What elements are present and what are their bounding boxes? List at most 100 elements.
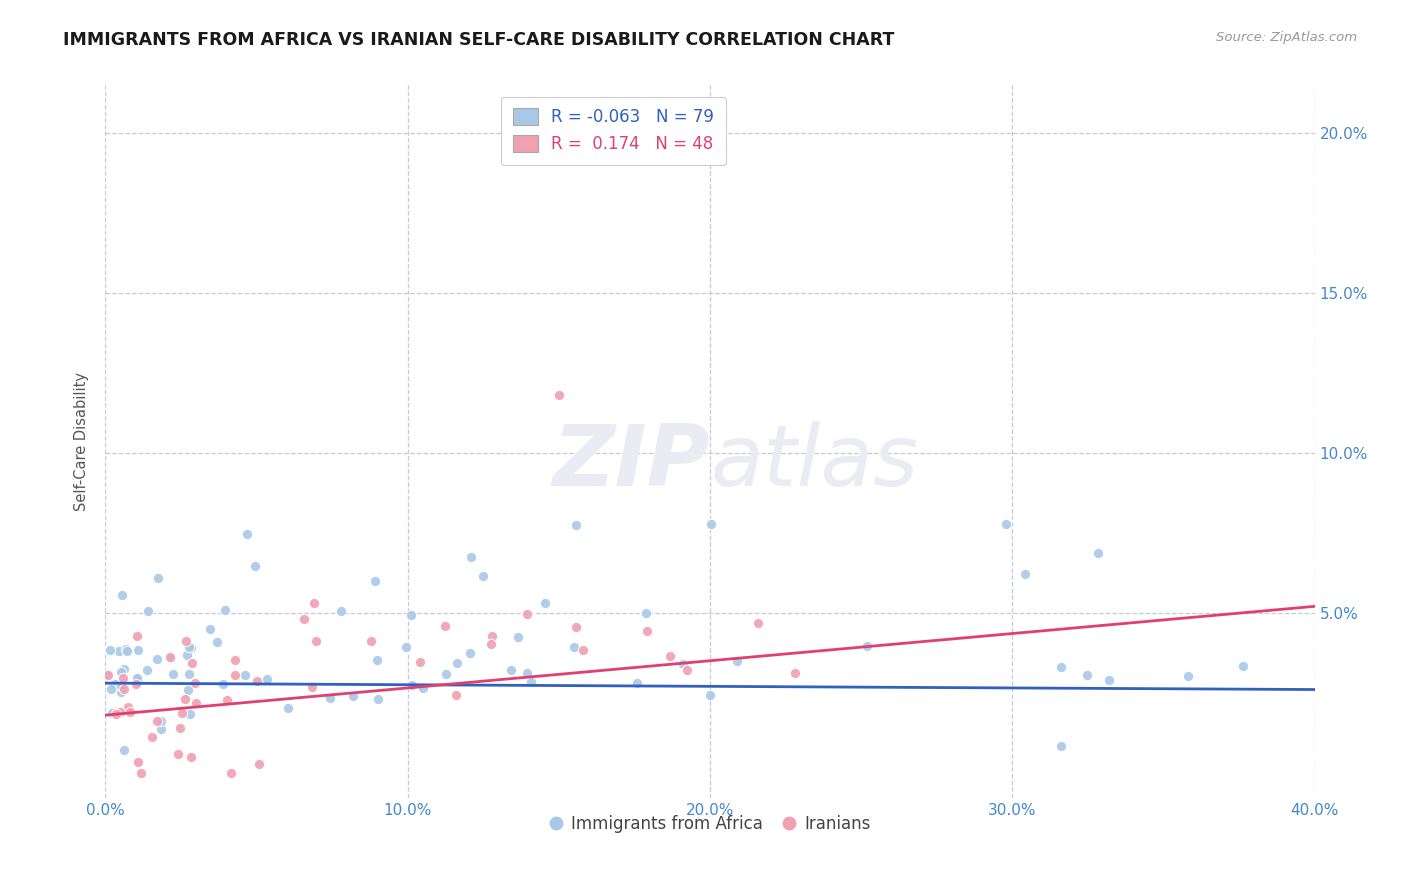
Point (401, 677, 423, 691)
Point (305, 634, 328, 648)
Point (114, 641, 136, 656)
Text: atlas: atlas (710, 421, 918, 505)
Point (183, 676, 205, 690)
Point (301, 680, 323, 694)
Point (637, 624, 659, 639)
Point (180, 640, 202, 655)
Point (141, 730, 163, 744)
Point (364, 574, 387, 588)
Point (564, 620, 586, 634)
Point (395, 640, 418, 655)
Point (110, 665, 132, 680)
Point (211, 677, 233, 691)
Point (110, 679, 132, 693)
Point (446, 656, 468, 670)
Point (176, 648, 198, 662)
Point (146, 571, 169, 585)
Point (221, 765, 243, 780)
Point (233, 668, 256, 682)
Point (676, 663, 699, 677)
Point (562, 640, 585, 654)
Point (198, 623, 221, 637)
Point (479, 637, 502, 651)
Point (117, 699, 139, 714)
Point (247, 757, 270, 772)
Point (534, 596, 557, 610)
Point (110, 685, 132, 699)
Point (342, 689, 364, 703)
Point (125, 671, 148, 685)
Point (1177, 669, 1199, 683)
Point (634, 606, 657, 620)
Point (783, 665, 806, 680)
Point (214, 603, 236, 617)
Point (572, 643, 595, 657)
Point (224, 668, 246, 682)
Point (224, 653, 246, 667)
Point (1076, 667, 1098, 681)
Point (112, 681, 135, 696)
Point (659, 648, 682, 663)
Point (186, 697, 208, 711)
Point (360, 633, 382, 648)
Point (100, 706, 122, 720)
Y-axis label: Self-Care Disability: Self-Care Disability (75, 372, 90, 511)
Point (399, 607, 422, 622)
Point (366, 653, 388, 667)
Point (100, 681, 122, 696)
Point (108, 644, 131, 658)
Point (434, 667, 457, 681)
Point (1087, 545, 1109, 559)
Point (319, 690, 342, 705)
Point (995, 516, 1018, 531)
Point (471, 568, 494, 582)
Point (180, 749, 202, 764)
Point (112, 743, 135, 757)
Point (149, 714, 172, 728)
Point (460, 550, 482, 565)
Point (145, 652, 167, 666)
Point (516, 607, 538, 621)
Point (125, 671, 148, 685)
Point (304, 596, 326, 610)
Point (412, 681, 434, 696)
Point (1014, 566, 1036, 581)
Point (177, 682, 200, 697)
Point (506, 630, 529, 644)
Point (104, 677, 127, 691)
Point (236, 526, 259, 541)
Point (170, 706, 193, 721)
Point (127, 755, 149, 769)
Point (181, 657, 204, 671)
Point (112, 662, 135, 676)
Point (146, 714, 169, 728)
Point (205, 635, 228, 649)
Point (118, 705, 141, 719)
Point (516, 665, 538, 680)
Point (481, 629, 503, 643)
Point (520, 675, 543, 690)
Point (129, 765, 152, 780)
Point (98, 643, 121, 657)
Point (672, 657, 695, 672)
Point (256, 673, 278, 687)
Point (367, 692, 389, 706)
Point (856, 639, 879, 653)
Point (330, 604, 353, 618)
Point (565, 518, 588, 533)
Point (1232, 659, 1254, 673)
Point (626, 676, 648, 690)
Point (97, 668, 120, 682)
Point (125, 629, 148, 643)
Point (434, 619, 457, 633)
Point (446, 689, 468, 703)
Point (699, 688, 721, 702)
Point (115, 644, 138, 658)
Point (160, 651, 183, 665)
Text: IMMIGRANTS FROM AFRICA VS IRANIAN SELF-CARE DISABILITY CORRELATION CHART: IMMIGRANTS FROM AFRICA VS IRANIAN SELF-C… (63, 31, 894, 49)
Point (1049, 739, 1071, 753)
Point (1098, 673, 1121, 688)
Point (700, 516, 723, 531)
Point (162, 667, 184, 681)
Text: ZIP: ZIP (553, 421, 710, 505)
